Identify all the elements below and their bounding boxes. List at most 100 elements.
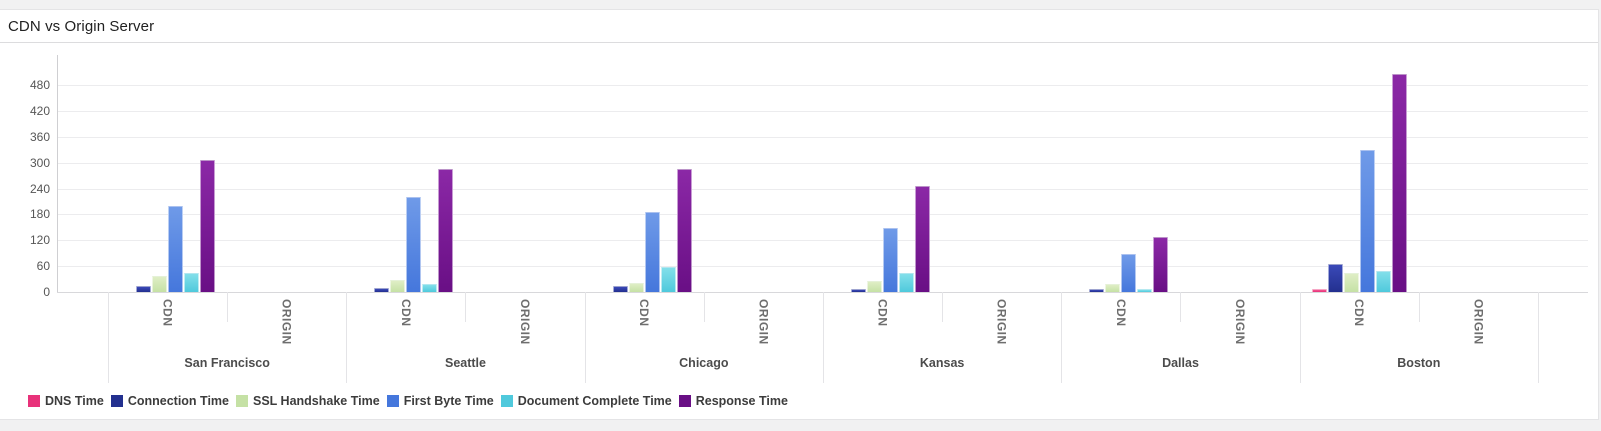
bar-boston-cdn-dns-time[interactable] <box>1311 288 1327 292</box>
legend-label: Response Time <box>695 394 788 408</box>
bar-san-francisco-cdn-dns-time[interactable] <box>120 291 136 292</box>
legend-swatch-icon <box>678 395 691 407</box>
x-axis-city-label-chicago: Chicago <box>679 356 729 370</box>
x-axis-group-label-kansas-cdn: CDN <box>875 299 890 327</box>
legend-swatch-icon <box>236 395 248 407</box>
bar-boston-cdn-response-time[interactable] <box>1391 74 1407 292</box>
bar-san-francisco-cdn-document-complete-time[interactable] <box>184 273 200 292</box>
legend-item-dns-time[interactable]: DNS Time <box>28 394 104 408</box>
category-divider <box>1299 292 1301 383</box>
x-axis-city-label-san-francisco: San Francisco <box>184 356 270 370</box>
legend-label: Document Complete Time <box>517 394 672 408</box>
title-divider <box>0 42 1598 43</box>
category-divider <box>584 292 586 383</box>
legend-item-ssl-handshake-time[interactable]: SSL Handshake Time <box>236 394 380 408</box>
subcategory-tick <box>703 292 705 322</box>
bar-kansas-cdn-response-time[interactable] <box>915 186 931 292</box>
bar-chicago-cdn-document-complete-time[interactable] <box>660 267 676 292</box>
bar-chicago-cdn-connection-time[interactable] <box>612 285 628 292</box>
y-gridline <box>57 110 1588 112</box>
legend-item-response-time[interactable]: Response Time <box>678 394 788 408</box>
bar-san-francisco-cdn-first-byte-time[interactable] <box>168 205 184 292</box>
y-axis-line <box>57 55 58 292</box>
bar-san-francisco-cdn-ssl-handshake-time[interactable] <box>152 275 168 292</box>
x-axis-group-label-dallas-origin: ORIGIN <box>1233 299 1248 345</box>
bar-boston-cdn-connection-time[interactable] <box>1327 263 1343 292</box>
bar-boston-cdn-first-byte-time[interactable] <box>1359 149 1375 292</box>
subcategory-tick <box>465 292 467 322</box>
legend-swatch-icon <box>110 395 123 407</box>
category-divider <box>822 292 824 383</box>
bar-dallas-cdn-document-complete-time[interactable] <box>1137 288 1153 292</box>
bar-kansas-cdn-dns-time[interactable] <box>835 290 851 292</box>
chart-title: CDN vs Origin Server <box>8 18 155 35</box>
x-axis-group-label-seattle-cdn: CDN <box>398 299 413 327</box>
subcategory-tick <box>942 292 944 322</box>
x-axis-group-label-boston-origin: ORIGIN <box>1471 299 1486 345</box>
x-axis-group-label-chicago-origin: ORIGIN <box>756 299 771 345</box>
legend-swatch-icon <box>500 395 513 407</box>
x-axis-group-label-dallas-cdn: CDN <box>1113 299 1128 327</box>
y-axis-tick-label: 420 <box>29 103 50 118</box>
bar-seattle-cdn-dns-time[interactable] <box>358 290 374 292</box>
x-axis-group-label-seattle-origin: ORIGIN <box>518 299 533 345</box>
category-divider <box>346 292 348 383</box>
bar-chicago-cdn-response-time[interactable] <box>676 169 692 292</box>
y-gridline <box>57 136 1588 138</box>
chart-legend: DNS Time Connection Time SSL Handshake Tim… <box>28 394 788 408</box>
x-axis-city-label-boston: Boston <box>1397 356 1441 370</box>
legend-item-first-byte-time[interactable]: First Byte Time <box>386 394 494 408</box>
bar-dallas-cdn-connection-time[interactable] <box>1089 288 1105 292</box>
bar-boston-cdn-document-complete-time[interactable] <box>1375 271 1391 292</box>
legend-label: SSL Handshake Time <box>253 394 380 408</box>
category-divider <box>1061 292 1063 383</box>
y-gridline <box>57 214 1588 216</box>
bar-seattle-cdn-response-time[interactable] <box>438 169 454 292</box>
x-axis-group-label-san-francisco-origin: ORIGIN <box>279 299 294 345</box>
y-axis-tick-label: 480 <box>29 78 50 92</box>
bar-san-francisco-cdn-response-time[interactable] <box>200 160 216 292</box>
y-gridline <box>57 162 1588 164</box>
x-axis-group-label-boston-cdn: CDN <box>1352 299 1367 327</box>
bar-dallas-cdn-first-byte-time[interactable] <box>1121 254 1137 292</box>
legend-item-document-complete-time[interactable]: Document Complete Time <box>500 394 672 408</box>
x-axis-line <box>57 292 1588 293</box>
bar-san-francisco-cdn-connection-time[interactable] <box>136 285 152 292</box>
bar-kansas-cdn-document-complete-time[interactable] <box>899 272 915 292</box>
legend-label: DNS Time <box>45 394 104 408</box>
bar-kansas-cdn-connection-time[interactable] <box>851 288 867 292</box>
subcategory-tick <box>1180 292 1182 322</box>
y-axis-tick-label: 300 <box>29 155 50 170</box>
legend-label: First Byte Time <box>403 394 494 408</box>
y-gridline <box>57 240 1588 242</box>
bar-dallas-cdn-dns-time[interactable] <box>1073 291 1089 292</box>
bar-seattle-cdn-document-complete-time[interactable] <box>422 284 438 292</box>
y-gridline <box>57 85 1588 86</box>
legend-item-connection-time[interactable]: Connection Time <box>110 394 229 408</box>
bar-kansas-cdn-first-byte-time[interactable] <box>883 228 899 292</box>
bar-chicago-cdn-ssl-handshake-time[interactable] <box>628 282 644 292</box>
bar-chicago-cdn-dns-time[interactable] <box>596 290 612 292</box>
bar-seattle-cdn-ssl-handshake-time[interactable] <box>390 279 406 292</box>
bar-seattle-cdn-first-byte-time[interactable] <box>406 197 422 292</box>
subcategory-tick <box>1418 292 1420 322</box>
category-divider <box>108 292 109 383</box>
category-divider <box>1537 292 1539 383</box>
subcategory-tick <box>227 292 229 322</box>
y-axis-tick-label: 60 <box>36 259 50 274</box>
y-gridline <box>57 266 1588 268</box>
bar-boston-cdn-ssl-handshake-time[interactable] <box>1343 272 1359 292</box>
y-axis-tick-label: 120 <box>29 233 50 248</box>
x-axis-city-label-kansas: Kansas <box>919 356 965 370</box>
bar-dallas-cdn-response-time[interactable] <box>1153 236 1169 292</box>
x-axis-group-label-kansas-origin: ORIGIN <box>994 299 1009 345</box>
bar-chicago-cdn-first-byte-time[interactable] <box>644 212 660 292</box>
bar-kansas-cdn-ssl-handshake-time[interactable] <box>867 281 883 292</box>
bar-dallas-cdn-ssl-handshake-time[interactable] <box>1105 284 1121 292</box>
y-axis-tick-label: 0 <box>43 285 50 299</box>
y-axis-tick-label: 180 <box>29 207 50 222</box>
y-gridline <box>57 188 1588 190</box>
bar-seattle-cdn-connection-time[interactable] <box>374 287 390 292</box>
legend-swatch-icon <box>386 395 399 407</box>
